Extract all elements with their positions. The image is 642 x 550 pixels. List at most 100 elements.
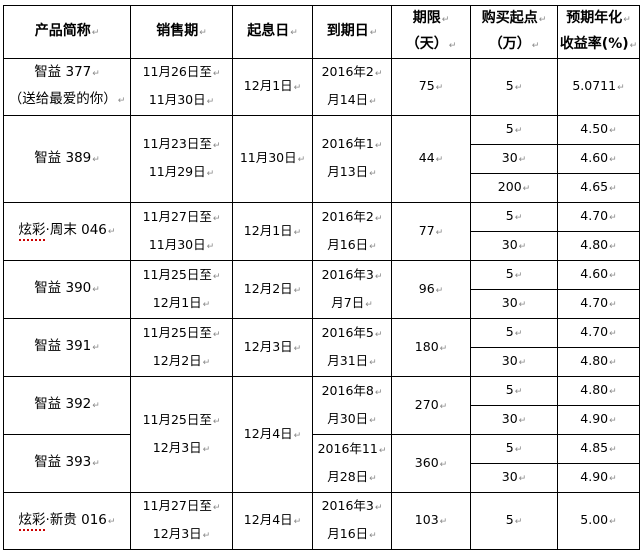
min-purchase-text: 30 xyxy=(502,407,526,434)
min-purchase: 30 xyxy=(470,463,558,493)
start-date-line: 12月4日 xyxy=(234,507,312,535)
maturity-date-line: 2016年1 xyxy=(314,131,391,159)
header-start-date-text: 起息日 xyxy=(247,19,298,45)
min-purchase: 30 xyxy=(470,405,558,435)
term-days-line: 270 xyxy=(393,392,470,420)
sale-period-line: 12月3日 xyxy=(132,521,232,549)
maturity-date-text: 月31日 xyxy=(327,348,376,376)
product-name-line: 智益 377 xyxy=(5,60,130,87)
min-purchase: 5 xyxy=(470,434,558,464)
sale-period-line: 11月27日至 xyxy=(132,494,232,522)
min-purchase: 5 xyxy=(470,376,558,406)
term-days-line: 75 xyxy=(393,73,470,101)
min-purchase: 5 xyxy=(470,202,558,232)
expected-yield: 4.70 xyxy=(557,318,640,348)
maturity-date-line: 2016年11 xyxy=(314,436,391,464)
maturity-date-text: 2016年2 xyxy=(322,204,383,232)
header-sale-period: 销售期 xyxy=(130,5,233,59)
start-date: 12月2日 xyxy=(232,260,313,319)
table-row: 智益 392 11月25日至12月3日 12月4日 2016年8月30日 270 5 4.8… xyxy=(3,376,640,493)
maturity-date-text: 2016年3 xyxy=(322,262,383,290)
min-purchase-line: 30 xyxy=(472,349,557,376)
start-date-text: 12月3日 xyxy=(244,334,301,362)
min-purchase-text: 30 xyxy=(502,146,526,173)
header-sale-period-line: 销售期 xyxy=(132,19,232,45)
term-days-line: 360 xyxy=(393,450,470,478)
expected-yield-text: 4.80 xyxy=(580,349,616,376)
sale-period-text: 11月25日至 xyxy=(143,320,221,348)
header-maturity-date: 到期日 xyxy=(312,5,392,59)
expected-yield: 4.85 xyxy=(557,434,640,464)
min-purchase-line: 30 xyxy=(472,146,557,173)
header-min-purchase-text: 购买起点 xyxy=(482,7,547,33)
product-name-text: 智益 391 xyxy=(34,334,100,361)
header-min-purchase-text: （万） xyxy=(489,32,540,58)
sale-period-line: 11月30日 xyxy=(132,232,232,260)
expected-yield: 4.80 xyxy=(557,231,640,261)
product-name-line: 智益 390 xyxy=(5,276,130,303)
maturity-date-line: 月14日 xyxy=(314,87,391,115)
term-days-line: 44 xyxy=(393,145,470,173)
table-row: 304.60 xyxy=(4,144,640,174)
product-name-line: 智益 389 xyxy=(5,146,130,173)
maturity-date-text: 月16日 xyxy=(327,521,376,549)
maturity-date-text: 月28日 xyxy=(327,464,376,492)
header-min-purchase: 购买起点（万） xyxy=(470,5,558,59)
term-days-text: 360 xyxy=(415,450,447,478)
maturity-date-line: 月28日 xyxy=(314,464,391,492)
maturity-date: 2016年8月30日 xyxy=(312,376,392,435)
table-row: 智益 391 11月25日至12月2日 12月3日 2016年5月31日 180 5 4.7… xyxy=(3,318,640,377)
start-date: 12月1日 xyxy=(232,58,313,116)
expected-yield-line: 4.80 xyxy=(559,233,639,260)
min-purchase-text: 30 xyxy=(502,291,526,318)
min-purchase: 5 xyxy=(470,492,558,550)
header-expected-yield-text: 收益率(%) xyxy=(560,32,637,58)
sale-period-line: 11月25日至 xyxy=(132,407,232,435)
expected-yield-text: 4.90 xyxy=(580,465,616,492)
product-name: 智益 377（送给最爱的你） xyxy=(3,58,131,116)
sale-period-text: 11月27日至 xyxy=(143,204,221,232)
header-min-purchase-line: （万） xyxy=(472,32,557,58)
maturity-date-line: 月30日 xyxy=(314,406,391,434)
maturity-date: 2016年5月31日 xyxy=(312,318,392,377)
term-days-text: 77 xyxy=(419,218,443,246)
expected-yield: 4.90 xyxy=(557,405,640,435)
header-product-name-text: 产品简称 xyxy=(35,19,100,45)
min-purchase-line: 5 xyxy=(472,436,557,463)
maturity-date-line: 2016年2 xyxy=(314,60,391,88)
min-purchase: 5 xyxy=(470,318,558,348)
min-purchase-line: 30 xyxy=(472,465,557,492)
sale-period: 11月27日至12月3日 xyxy=(130,492,233,550)
expected-yield: 4.80 xyxy=(557,376,640,406)
sale-period-line: 11月25日至 xyxy=(132,262,232,290)
min-purchase-line: 5 xyxy=(472,507,557,535)
product-name-text: 智益 393 xyxy=(34,450,100,477)
start-date-text: 12月2日 xyxy=(244,276,301,304)
start-date: 12月3日 xyxy=(232,318,313,377)
sale-period: 11月25日至12月2日 xyxy=(130,318,233,377)
product-name-text: 智益 377 xyxy=(34,60,100,87)
expected-yield: 4.50 xyxy=(557,115,640,145)
maturity-date: 2016年2月14日 xyxy=(312,58,392,116)
maturity-date-line: 2016年3 xyxy=(314,494,391,522)
min-purchase-text: 5 xyxy=(506,204,523,231)
sale-period-line: 11月29日 xyxy=(132,159,232,187)
expected-yield-line: 4.90 xyxy=(559,465,639,492)
start-date-text: 12月1日 xyxy=(244,73,301,101)
start-date-text: 12月1日 xyxy=(244,218,301,246)
header-row: 产品简称销售期起息日到期日期限（天）购买起点（万）预期年化收益率(%) xyxy=(3,5,640,59)
maturity-date-line: 2016年8 xyxy=(314,378,391,406)
sale-period-line: 11月27日至 xyxy=(132,204,232,232)
maturity-date-line: 月16日 xyxy=(314,232,391,260)
sale-period: 11月25日至12月1日 xyxy=(130,260,233,319)
header-term-days: 期限（天） xyxy=(391,5,471,59)
maturity-date-text: 2016年2 xyxy=(322,60,383,88)
table-row: 304.70 xyxy=(4,289,640,319)
sale-period-text: 11月25日至 xyxy=(143,262,221,290)
sale-period-text: 12月3日 xyxy=(153,521,210,549)
start-date-line: 12月2日 xyxy=(234,276,312,304)
expected-yield-line: 4.85 xyxy=(559,436,639,463)
maturity-date-line: 月13日 xyxy=(314,159,391,187)
min-purchase-line: 5 xyxy=(472,262,557,289)
expected-yield-text: 4.60 xyxy=(580,146,616,173)
